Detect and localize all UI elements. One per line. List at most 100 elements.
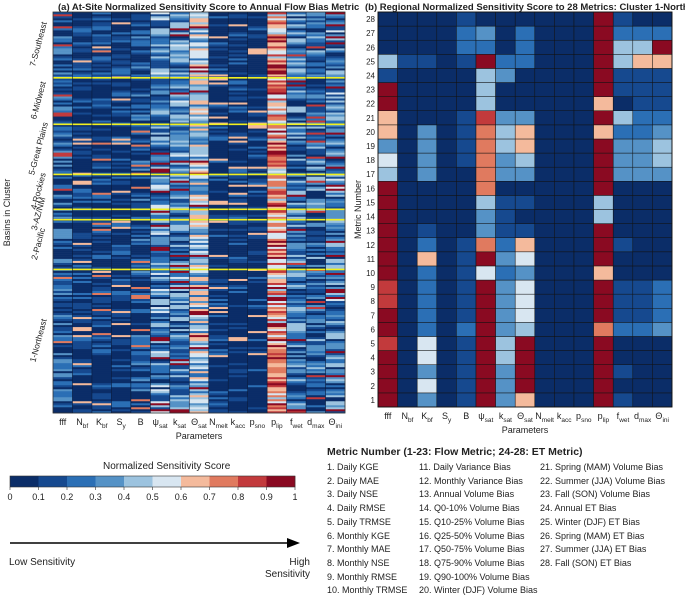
- heat-cell: [150, 172, 171, 175]
- heat-cell: [475, 82, 496, 97]
- heat-cell: [150, 30, 171, 33]
- heat-cell: [286, 176, 307, 179]
- heat-cell: [91, 290, 112, 293]
- heat-cell: [228, 150, 248, 153]
- heat-cell: [169, 24, 190, 27]
- heat-cell: [228, 70, 248, 73]
- heat-cell: [267, 80, 287, 83]
- heat-cell: [593, 279, 614, 295]
- heat-cell: [72, 292, 93, 295]
- heat-cell: [169, 68, 190, 71]
- heat-cell: [534, 265, 555, 281]
- heat-cell: [91, 378, 112, 382]
- heat-cell: [72, 400, 93, 404]
- heat-cell: [514, 124, 536, 140]
- heat-cell: [267, 12, 287, 15]
- heat-cell: [554, 251, 575, 267]
- heat-cell: [247, 112, 268, 115]
- heat-cell: [247, 270, 268, 273]
- heat-cell: [306, 312, 326, 316]
- heat-cell: [169, 338, 190, 342]
- heat-cell: [267, 272, 287, 275]
- heat-cell: [228, 198, 248, 201]
- heat-cell: [130, 278, 151, 281]
- heat-cell: [150, 248, 171, 251]
- heat-cell: [534, 25, 555, 41]
- heat-cell: [150, 152, 171, 155]
- heat-cell: [53, 294, 73, 298]
- heat-cell: [130, 324, 151, 328]
- heat-cell: [91, 18, 112, 21]
- heat-cell: [534, 364, 555, 380]
- heat-cell: [247, 364, 268, 368]
- heat-cell: [573, 251, 594, 267]
- param-label: B: [138, 417, 144, 427]
- heat-cell: [247, 164, 268, 167]
- metric-legend-item: 1. Daily KGE: [327, 462, 379, 472]
- heat-cell: [150, 302, 171, 306]
- heat-cell: [228, 390, 248, 394]
- heat-cell: [377, 293, 398, 309]
- heat-cell: [267, 212, 287, 215]
- heat-cell: [286, 110, 307, 113]
- heat-cell: [228, 36, 248, 39]
- heat-cell: [72, 96, 93, 99]
- heat-cell: [267, 32, 287, 35]
- heat-cell: [306, 276, 326, 279]
- heat-cell: [247, 128, 268, 131]
- heat-cell: [169, 314, 190, 318]
- heat-cell: [247, 68, 268, 71]
- heat-cell: [286, 96, 307, 99]
- heat-cell: [267, 318, 287, 322]
- heat-cell: [169, 82, 190, 85]
- heat-cell: [189, 62, 210, 65]
- heat-cell: [111, 398, 132, 402]
- heat-cell: [189, 364, 210, 368]
- heat-cell: [169, 126, 190, 129]
- heat-cell: [130, 30, 151, 33]
- heat-cell: [169, 132, 190, 135]
- heat-cell: [189, 70, 210, 73]
- heat-cell: [247, 198, 268, 201]
- heat-cell: [111, 256, 132, 259]
- heat-cell: [189, 262, 210, 265]
- heat-cell: [72, 286, 93, 289]
- heat-cell: [325, 230, 346, 233]
- heat-cell: [53, 250, 73, 253]
- heat-cell: [150, 408, 171, 412]
- heat-cell: [208, 154, 229, 157]
- heat-cell: [208, 274, 229, 277]
- heat-cell: [306, 34, 326, 37]
- heat-cell: [306, 72, 326, 75]
- heat-cell: [573, 181, 594, 196]
- heat-cell: [150, 328, 171, 332]
- heat-cell: [169, 160, 190, 163]
- heat-cell: [247, 44, 268, 47]
- heat-cell: [573, 322, 594, 337]
- heat-cell: [91, 308, 112, 312]
- heat-cell: [150, 380, 171, 384]
- heat-cell: [267, 108, 287, 111]
- heat-cell: [612, 293, 634, 309]
- heat-cell: [72, 390, 93, 394]
- heat-cell: [306, 278, 326, 281]
- heat-cell: [267, 42, 287, 45]
- heat-cell: [150, 386, 171, 390]
- heat-cell: [475, 39, 496, 55]
- heat-cell: [189, 84, 210, 87]
- heat-cell: [91, 162, 112, 165]
- heat-cell: [377, 336, 398, 351]
- heat-cell: [208, 254, 229, 257]
- heat-cell: [475, 279, 496, 295]
- heat-cell: [456, 25, 477, 41]
- heat-cell: [554, 195, 575, 210]
- heat-cell: [267, 106, 287, 109]
- heat-cell: [632, 336, 653, 351]
- heat-cell: [247, 138, 268, 141]
- heat-cell: [53, 252, 73, 255]
- heat-cell: [150, 392, 171, 396]
- heat-cell: [267, 396, 287, 400]
- heat-cell: [267, 154, 287, 157]
- heat-cell: [325, 204, 346, 207]
- heat-cell: [150, 314, 171, 318]
